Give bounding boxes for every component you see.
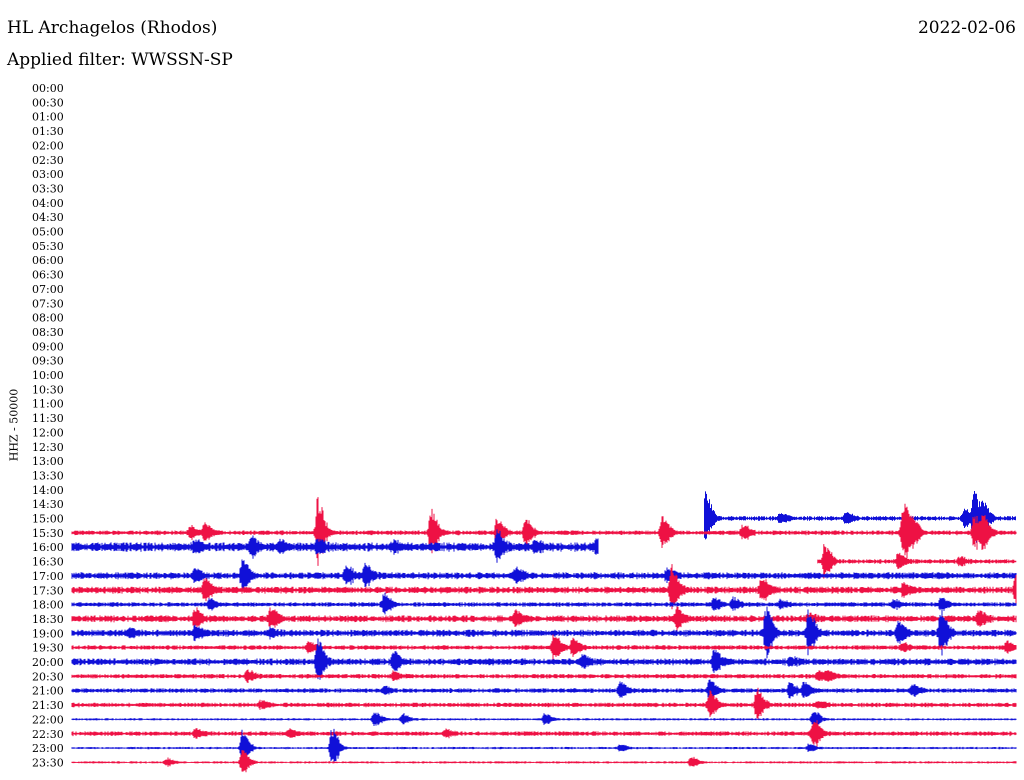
time-label: 20:00 [32, 656, 64, 669]
time-label: 16:00 [32, 541, 64, 554]
time-label: 13:30 [32, 469, 64, 482]
trace-2100 [71, 679, 1017, 701]
time-label: 09:30 [32, 355, 64, 368]
time-label: 02:30 [32, 154, 64, 167]
time-label: 12:00 [32, 426, 64, 439]
time-label: 08:00 [32, 312, 64, 325]
time-label: 19:30 [32, 642, 64, 655]
trace-2300 [71, 728, 1017, 764]
time-label: 08:30 [32, 326, 64, 339]
time-label: 19:00 [32, 627, 64, 640]
time-label: 12:30 [32, 441, 64, 454]
time-label: 18:00 [32, 599, 64, 612]
time-label: 02:00 [32, 139, 64, 152]
time-label: 01:00 [32, 111, 64, 124]
time-label: 17:30 [32, 584, 64, 597]
trace-group [71, 491, 1017, 773]
time-label: 23:30 [32, 756, 64, 769]
time-label: 22:00 [32, 713, 64, 726]
time-label: 17:00 [32, 570, 64, 583]
trace-2330 [71, 750, 1017, 773]
time-label: 11:00 [32, 398, 64, 411]
trace-1630 [817, 544, 1017, 579]
time-label: 06:30 [32, 269, 64, 282]
trace-1800 [71, 592, 1017, 615]
station-title: HL Archagelos (Rhodos) [7, 18, 218, 38]
time-label: 11:30 [32, 412, 64, 425]
trace-2030 [71, 669, 1017, 683]
trace-1600 [71, 529, 599, 563]
time-label: 15:00 [32, 513, 64, 526]
time-label: 07:30 [32, 297, 64, 310]
trace-1730 [71, 564, 1017, 610]
time-label: 10:00 [32, 369, 64, 382]
trace-1530 [71, 497, 1017, 566]
trace-1930 [71, 634, 1017, 661]
time-label: 14:30 [32, 498, 64, 511]
time-label: 15:30 [32, 527, 64, 540]
trace-2200 [71, 712, 1017, 727]
time-label: 23:00 [32, 742, 64, 755]
trace-1700 [71, 559, 1017, 593]
trace-2000 [71, 638, 1017, 680]
time-label: 14:00 [32, 484, 64, 497]
time-label: 09:00 [32, 340, 64, 353]
time-label: 03:30 [32, 182, 64, 195]
time-label: 00:30 [32, 96, 64, 109]
time-label: 05:30 [32, 240, 64, 253]
time-label: 03:00 [32, 168, 64, 181]
time-label: 04:00 [32, 197, 64, 210]
time-label: 13:00 [32, 455, 64, 468]
filter-label: Applied filter: WWSSN-SP [7, 50, 233, 70]
time-label: 10:30 [32, 383, 64, 396]
date-label: 2022-02-06 [917, 18, 1016, 38]
time-label: 00:00 [32, 82, 64, 95]
time-label: 07:00 [32, 283, 64, 296]
time-label: 06:00 [32, 254, 64, 267]
time-label: 21:30 [32, 699, 64, 712]
time-label: 18:30 [32, 613, 64, 626]
time-label: 01:30 [32, 125, 64, 138]
trace-1830 [71, 606, 1017, 631]
time-label: 05:00 [32, 226, 64, 239]
trace-2130 [71, 687, 1017, 720]
trace-1900 [71, 606, 1017, 659]
time-label: 04:30 [32, 211, 64, 224]
time-label: 22:30 [32, 728, 64, 741]
time-label: 21:00 [32, 685, 64, 698]
trace-2230 [71, 720, 1017, 747]
time-label: 20:30 [32, 670, 64, 683]
time-label: 16:30 [32, 556, 64, 569]
